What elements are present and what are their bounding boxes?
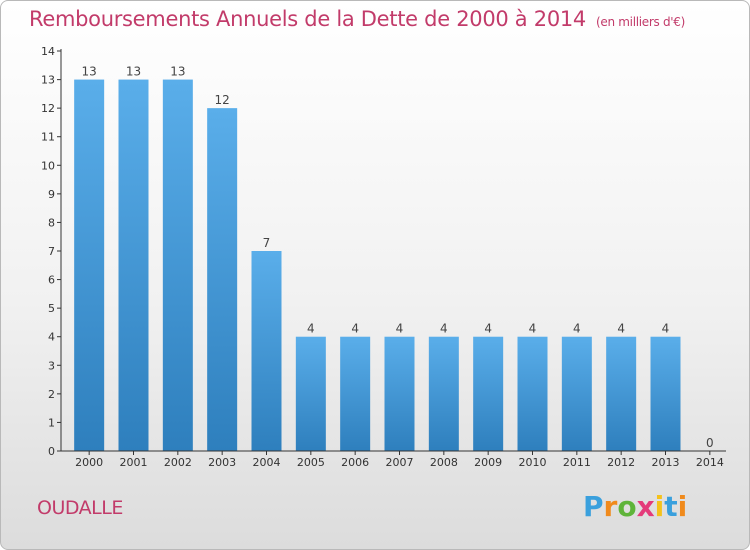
chart-title: Remboursements Annuels de la Dette de 20… — [29, 7, 685, 31]
x-tick-label: 2006 — [341, 456, 369, 469]
x-tick-label: 2004 — [253, 456, 281, 469]
x-tick-label: 2014 — [696, 456, 724, 469]
data-label: 4 — [307, 322, 315, 336]
x-tick-label: 2002 — [164, 456, 192, 469]
y-tick-label: 10 — [41, 159, 55, 172]
data-label: 13 — [126, 65, 141, 79]
bar — [517, 336, 548, 451]
data-label: 0 — [706, 436, 714, 450]
bar — [207, 108, 238, 452]
bar — [295, 336, 326, 451]
logo-letter: i — [654, 490, 665, 523]
logo-letter: t — [664, 490, 678, 523]
data-label: 4 — [351, 322, 359, 336]
y-tick-label: 4 — [48, 331, 55, 344]
data-label: 13 — [170, 65, 185, 79]
y-tick-label: 14 — [41, 45, 55, 58]
data-label: 4 — [573, 322, 581, 336]
y-tick-label: 2 — [48, 388, 55, 401]
x-tick-label: 2008 — [430, 456, 458, 469]
proxiti-logo: Proxiti — [583, 490, 687, 523]
bar — [473, 336, 504, 451]
bar — [650, 336, 681, 451]
bar — [606, 336, 637, 451]
bar — [384, 336, 415, 451]
x-tick-label: 2013 — [652, 456, 680, 469]
x-tick-label: 2010 — [519, 456, 547, 469]
data-label: 12 — [215, 93, 230, 107]
y-tick-label: 6 — [48, 274, 55, 287]
x-axis: 2000 2001 2002 2003 2004 2005 2006 2007 2008 2009… — [61, 450, 726, 469]
bars: 13 13 13 12 7 4 4 4 4 4 4 4 4 4 0 — [74, 65, 714, 452]
x-tick-label: 2000 — [75, 456, 103, 469]
x-tick-label: 2005 — [297, 456, 325, 469]
logo-letter: x — [636, 490, 655, 523]
y-tick-label: 13 — [41, 74, 55, 87]
bar — [74, 79, 105, 452]
data-label: 4 — [617, 322, 625, 336]
bar — [162, 79, 193, 452]
x-tick-label: 2011 — [563, 456, 591, 469]
bar — [428, 336, 459, 451]
y-tick-label: 8 — [48, 216, 55, 229]
y-tick-label: 9 — [48, 188, 55, 201]
y-tick-label: 0 — [48, 445, 55, 458]
y-tick-label: 7 — [48, 245, 55, 258]
title-text: Remboursements Annuels de la Dette de 20… — [29, 7, 586, 31]
y-tick-label: 3 — [48, 359, 55, 372]
y-tick-label: 1 — [48, 416, 55, 429]
data-label: 4 — [484, 322, 492, 336]
x-tick-label: 2012 — [607, 456, 635, 469]
x-tick-label: 2009 — [474, 456, 502, 469]
data-label: 4 — [662, 322, 670, 336]
y-tick-label: 11 — [41, 131, 55, 144]
bar — [340, 336, 371, 451]
data-label: 7 — [263, 236, 271, 250]
unit-label: (en milliers d'€) — [596, 15, 686, 29]
bar — [118, 79, 149, 452]
bar — [561, 336, 592, 451]
bar — [251, 251, 282, 451]
data-label: 4 — [440, 322, 448, 336]
data-label: 4 — [529, 322, 537, 336]
logo-letter: i — [677, 490, 688, 523]
logo-letter: o — [617, 490, 637, 523]
x-tick-label: 2001 — [120, 456, 148, 469]
x-tick-label: 2007 — [386, 456, 414, 469]
commune-name: OUDALLE — [37, 497, 123, 519]
x-tick-label: 2003 — [208, 456, 236, 469]
y-tick-label: 5 — [48, 302, 55, 315]
logo-letter: r — [603, 490, 618, 523]
data-label: 13 — [82, 65, 97, 79]
y-tick-label: 12 — [41, 102, 55, 115]
data-label: 4 — [396, 322, 404, 336]
logo-letter: P — [583, 490, 604, 523]
